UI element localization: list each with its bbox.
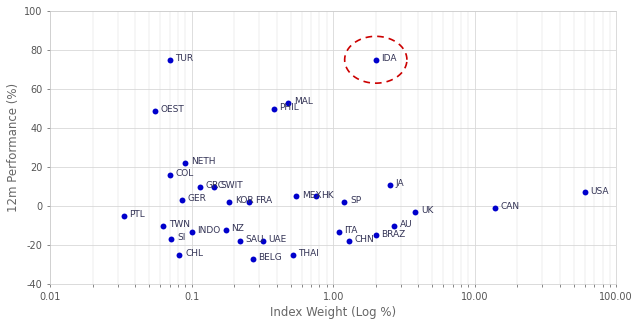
- Point: [225, 200, 235, 205]
- Text: MEX: MEX: [302, 190, 321, 200]
- Text: CHN: CHN: [355, 235, 374, 244]
- Text: OEST: OEST: [161, 105, 184, 114]
- Point: [291, 194, 301, 199]
- Point: [209, 184, 220, 189]
- Point: [344, 239, 355, 244]
- Text: NZ: NZ: [232, 224, 244, 233]
- Text: HK: HK: [321, 190, 333, 200]
- Text: IDA: IDA: [381, 54, 397, 63]
- Point: [195, 184, 205, 189]
- Point: [310, 194, 321, 199]
- Point: [371, 57, 381, 62]
- Text: GER: GER: [188, 194, 206, 203]
- Text: CAN: CAN: [501, 202, 520, 211]
- Text: JA: JA: [395, 179, 404, 188]
- Text: BRAZ: BRAZ: [381, 230, 406, 239]
- Text: UK: UK: [420, 206, 433, 215]
- Text: TUR: TUR: [175, 54, 193, 63]
- X-axis label: Index Weight (Log %): Index Weight (Log %): [270, 306, 396, 319]
- Text: GRC: GRC: [206, 181, 225, 190]
- Text: CHL: CHL: [185, 249, 203, 258]
- Text: PTL: PTL: [129, 210, 145, 219]
- Text: KOR: KOR: [235, 196, 253, 205]
- Point: [150, 108, 160, 113]
- Point: [177, 198, 187, 203]
- Text: SI: SI: [177, 233, 186, 243]
- Point: [490, 205, 500, 211]
- Point: [164, 172, 175, 178]
- Point: [166, 237, 177, 242]
- Text: COL: COL: [175, 169, 193, 178]
- Text: MAL: MAL: [294, 97, 312, 106]
- Point: [580, 190, 590, 195]
- Text: AU: AU: [400, 220, 412, 229]
- Point: [158, 223, 168, 228]
- Point: [221, 227, 231, 232]
- Text: BELG: BELG: [259, 253, 282, 262]
- Y-axis label: 12m Performance (%): 12m Performance (%): [7, 83, 20, 212]
- Text: INDO: INDO: [197, 226, 220, 235]
- Text: PHIL: PHIL: [279, 103, 299, 112]
- Point: [118, 213, 129, 218]
- Text: TWN: TWN: [169, 220, 190, 229]
- Point: [269, 106, 279, 111]
- Text: USA: USA: [591, 186, 609, 196]
- Point: [334, 229, 344, 234]
- Point: [164, 57, 175, 62]
- Point: [283, 100, 293, 105]
- Text: UAE: UAE: [269, 235, 287, 244]
- Point: [174, 252, 184, 258]
- Point: [339, 200, 349, 205]
- Point: [385, 182, 395, 187]
- Point: [235, 239, 245, 244]
- Point: [371, 233, 381, 238]
- Text: SAU: SAU: [246, 235, 264, 244]
- Point: [258, 239, 268, 244]
- Text: ITA: ITA: [344, 226, 358, 235]
- Text: THAI: THAI: [298, 249, 319, 258]
- Point: [186, 229, 196, 234]
- Point: [389, 223, 399, 228]
- Point: [244, 200, 254, 205]
- Text: NETH: NETH: [191, 157, 215, 166]
- Text: SP: SP: [350, 196, 361, 205]
- Point: [288, 252, 298, 258]
- Text: SWIT: SWIT: [220, 181, 243, 190]
- Point: [248, 256, 258, 261]
- Point: [410, 209, 420, 215]
- Point: [180, 161, 190, 166]
- Text: FRA: FRA: [255, 196, 272, 205]
